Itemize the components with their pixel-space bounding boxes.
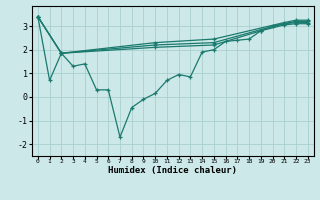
X-axis label: Humidex (Indice chaleur): Humidex (Indice chaleur) [108,166,237,175]
